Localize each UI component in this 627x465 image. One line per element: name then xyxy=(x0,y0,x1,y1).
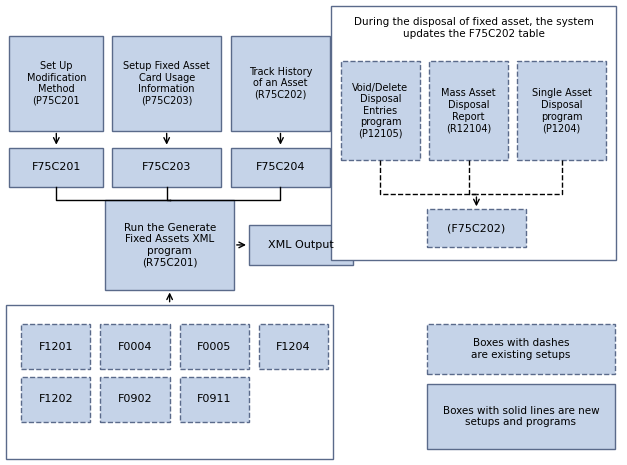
Bar xyxy=(179,325,249,369)
Text: Void/Delete
Disposal
Entries
program
(P12105): Void/Delete Disposal Entries program (P1… xyxy=(352,82,409,139)
Text: F0911: F0911 xyxy=(197,394,231,405)
Bar xyxy=(231,147,330,187)
Text: Run the Generate
Fixed Assets XML
program
(R75C201): Run the Generate Fixed Assets XML progra… xyxy=(124,223,216,267)
Bar xyxy=(249,225,353,265)
Text: Single Asset
Disposal
program
(P1204): Single Asset Disposal program (P1204) xyxy=(532,88,591,133)
Text: F75C204: F75C204 xyxy=(256,162,305,173)
Text: F1204: F1204 xyxy=(276,342,310,352)
Text: F0902: F0902 xyxy=(118,394,152,405)
Text: F75C201: F75C201 xyxy=(31,162,81,173)
Text: F0004: F0004 xyxy=(118,342,152,352)
Bar xyxy=(427,384,615,449)
Text: Mass Asset
Disposal
Report
(R12104): Mass Asset Disposal Report (R12104) xyxy=(441,88,496,133)
Bar xyxy=(112,147,221,187)
Bar xyxy=(100,377,170,422)
Bar xyxy=(429,61,508,160)
Bar xyxy=(21,377,90,422)
Bar xyxy=(179,377,249,422)
Bar xyxy=(112,36,221,131)
Bar xyxy=(9,147,103,187)
Bar xyxy=(9,36,103,131)
Text: Boxes with solid lines are new
setups and programs: Boxes with solid lines are new setups an… xyxy=(443,405,599,427)
Text: F0005: F0005 xyxy=(197,342,231,352)
Bar xyxy=(427,325,615,374)
Bar xyxy=(21,325,90,369)
Bar xyxy=(6,305,333,458)
Bar xyxy=(341,61,420,160)
Text: F1201: F1201 xyxy=(39,342,73,352)
Text: XML Output: XML Output xyxy=(268,240,334,250)
Text: Boxes with dashes
are existing setups: Boxes with dashes are existing setups xyxy=(472,339,571,360)
Text: Track History
of an Asset
(R75C202): Track History of an Asset (R75C202) xyxy=(249,67,312,100)
Bar xyxy=(517,61,606,160)
Bar xyxy=(100,325,170,369)
Bar xyxy=(231,36,330,131)
Text: Setup Fixed Asset
Card Usage
Information
(P75C203): Setup Fixed Asset Card Usage Information… xyxy=(124,61,210,106)
Bar xyxy=(105,200,234,290)
Bar xyxy=(331,7,616,260)
Bar xyxy=(427,209,526,247)
Text: F75C203: F75C203 xyxy=(142,162,191,173)
Text: F1202: F1202 xyxy=(38,394,73,405)
Text: During the disposal of fixed asset, the system
updates the F75C202 table: During the disposal of fixed asset, the … xyxy=(354,17,593,39)
Text: Set Up
Modification
Method
(P75C201: Set Up Modification Method (P75C201 xyxy=(26,61,86,106)
Text: (F75C202): (F75C202) xyxy=(447,223,505,233)
Bar xyxy=(259,325,328,369)
